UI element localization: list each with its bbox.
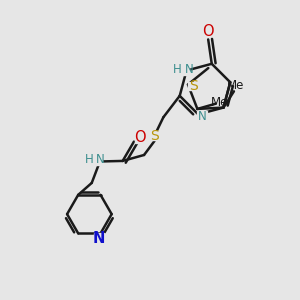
Bar bbox=[188, 82, 199, 91]
Text: S: S bbox=[190, 79, 198, 93]
Text: N: N bbox=[93, 231, 105, 246]
Text: Me: Me bbox=[211, 96, 228, 109]
Bar bbox=[135, 134, 144, 142]
Bar bbox=[94, 233, 104, 242]
Text: S: S bbox=[150, 129, 159, 143]
Bar bbox=[149, 131, 160, 140]
Text: O: O bbox=[202, 24, 214, 39]
Bar bbox=[204, 28, 213, 37]
Text: H: H bbox=[172, 63, 182, 76]
Text: Me: Me bbox=[227, 79, 244, 92]
Bar bbox=[197, 111, 206, 120]
Text: N: N bbox=[95, 153, 104, 166]
Bar bbox=[84, 156, 102, 165]
Bar bbox=[171, 66, 189, 75]
Text: H: H bbox=[84, 153, 93, 166]
Text: N: N bbox=[184, 63, 193, 76]
Text: N: N bbox=[197, 110, 206, 123]
Text: O: O bbox=[134, 130, 146, 145]
